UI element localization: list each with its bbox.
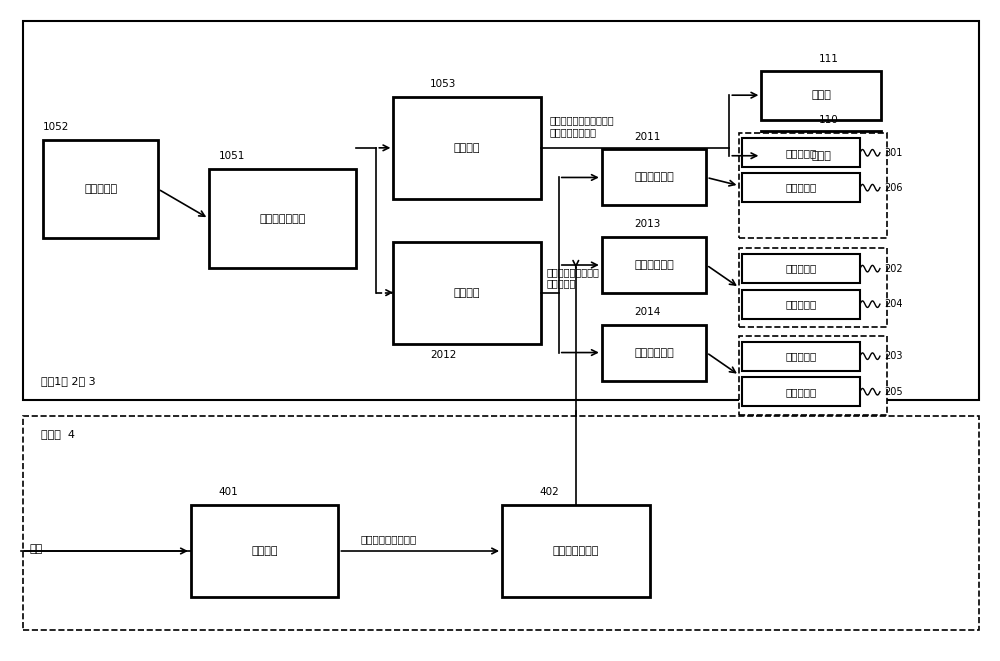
Text: 206: 206 xyxy=(884,182,902,192)
Text: 音圈电机二: 音圈电机二 xyxy=(786,264,817,274)
Text: 204: 204 xyxy=(884,299,902,309)
Text: 301: 301 xyxy=(884,148,902,158)
Text: 九轴传感器: 九轴传感器 xyxy=(84,184,117,194)
Bar xyxy=(739,133,887,239)
Text: 2014: 2014 xyxy=(635,307,661,317)
Bar xyxy=(742,138,860,167)
Bar xyxy=(742,342,860,371)
Text: 无线通信模块一: 无线通信模块一 xyxy=(553,546,599,556)
Text: 音圈电机四: 音圈电机四 xyxy=(786,299,817,309)
Text: 场景更新、姿态变换: 场景更新、姿态变换 xyxy=(360,534,417,544)
Text: 控制器一: 控制器一 xyxy=(454,143,480,153)
Text: 音圈电机五: 音圈电机五 xyxy=(786,387,817,397)
Bar xyxy=(742,254,860,283)
Text: 2013: 2013 xyxy=(635,219,661,229)
Text: 402: 402 xyxy=(540,487,560,497)
Text: 触覉1、 2、 3: 触覉1、 2、 3 xyxy=(41,377,96,387)
Bar xyxy=(742,173,860,202)
Text: 上位机  4: 上位机 4 xyxy=(41,429,75,439)
Bar xyxy=(602,325,706,381)
Text: 401: 401 xyxy=(219,487,239,497)
Text: 2012: 2012 xyxy=(430,350,457,360)
Bar xyxy=(191,505,338,597)
Bar xyxy=(23,416,979,630)
Bar xyxy=(502,505,650,597)
Text: 输入: 输入 xyxy=(29,544,43,554)
Text: 111: 111 xyxy=(819,54,839,64)
Text: 功率放大器三: 功率放大器三 xyxy=(634,348,674,358)
Text: 控制器二: 控制器二 xyxy=(454,288,480,297)
Text: 2011: 2011 xyxy=(635,132,661,141)
Bar xyxy=(393,97,541,199)
Text: 马达一: 马达一 xyxy=(811,151,831,161)
Text: 1051: 1051 xyxy=(219,151,245,161)
Text: 功率放大器二: 功率放大器二 xyxy=(634,260,674,270)
Text: 每个电机输入波形、
方向、时长: 每个电机输入波形、 方向、时长 xyxy=(547,267,600,289)
Bar xyxy=(742,290,860,319)
Text: 1053: 1053 xyxy=(430,79,457,89)
Text: 音圈电机一: 音圈电机一 xyxy=(786,148,817,158)
Text: 功率放大器一: 功率放大器一 xyxy=(634,173,674,182)
Bar xyxy=(761,71,881,120)
Bar xyxy=(393,242,541,344)
Bar xyxy=(742,377,860,407)
Text: 控制器三: 控制器三 xyxy=(251,546,278,556)
Text: 音圈电机三: 音圈电机三 xyxy=(786,351,817,361)
Text: 马达一、二旋转方向、角
度、角速度、时长: 马达一、二旋转方向、角 度、角速度、时长 xyxy=(550,116,614,137)
Bar xyxy=(602,237,706,293)
Bar xyxy=(761,131,881,180)
Bar xyxy=(23,21,979,400)
Text: 1052: 1052 xyxy=(43,122,70,132)
Text: 203: 203 xyxy=(884,351,902,361)
Text: 马达二: 马达二 xyxy=(811,90,831,100)
Bar xyxy=(43,139,158,239)
Text: 202: 202 xyxy=(884,264,903,274)
Text: 音圈电机六: 音圈电机六 xyxy=(786,182,817,192)
Bar xyxy=(739,249,887,327)
Bar xyxy=(602,149,706,206)
Bar xyxy=(739,336,887,414)
Text: 无线通信模块二: 无线通信模块二 xyxy=(259,214,306,223)
Text: 110: 110 xyxy=(819,115,839,125)
Text: 205: 205 xyxy=(884,387,903,397)
Bar xyxy=(209,169,356,268)
